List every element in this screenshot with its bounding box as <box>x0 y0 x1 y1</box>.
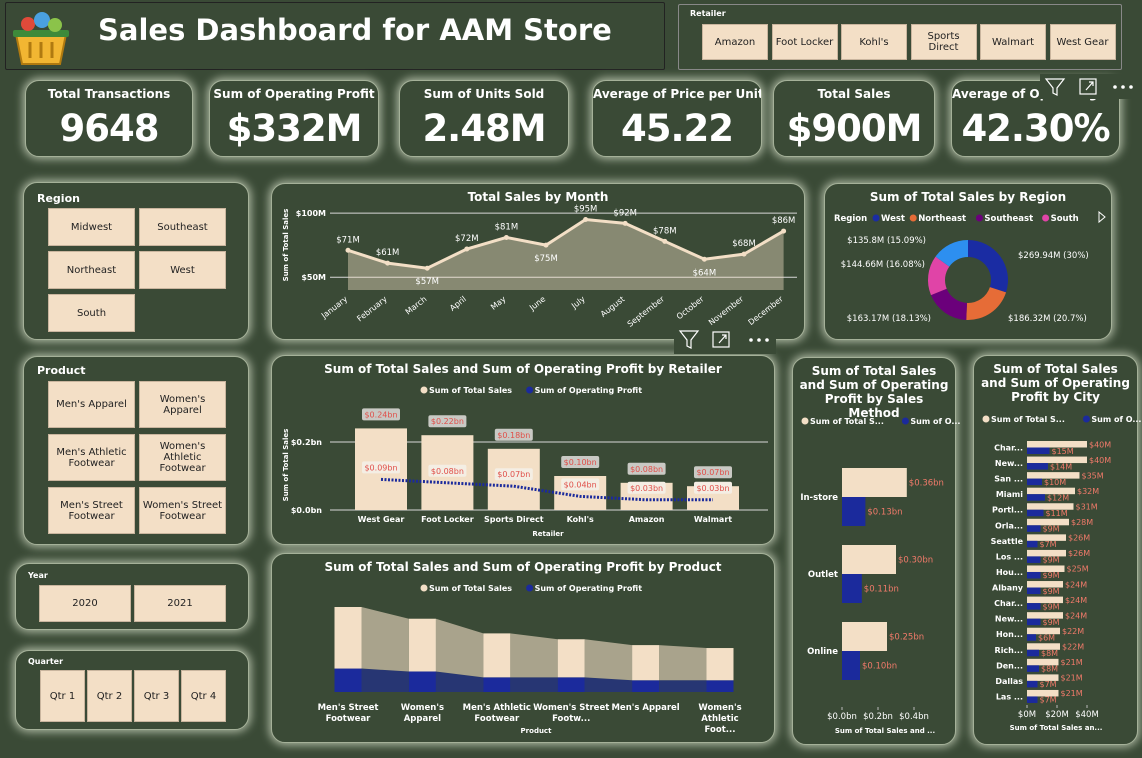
slicer-button[interactable]: Midwest <box>48 208 135 246</box>
kpi-label: Average of Price per Unit <box>593 87 761 101</box>
slicer-button[interactable]: Men's Athletic Footwear <box>48 434 135 481</box>
slicer-button[interactable]: Men's Apparel <box>48 381 135 428</box>
chart-title: Sum of Total Sales and Sum of Operating … <box>324 362 722 376</box>
slicer-button[interactable]: Foot Locker <box>771 24 838 60</box>
slicer-button[interactable]: Walmart <box>980 24 1046 60</box>
method-card: Sum of Total Sales and Sum of Operating … <box>792 357 956 745</box>
slicer-label: Quarter <box>28 657 64 666</box>
slicer-button[interactable]: West Gear <box>1049 24 1116 60</box>
slicer-button[interactable]: Women's Street Footwear <box>139 487 226 534</box>
kpi-card: Total Transactions 9648 <box>25 80 193 157</box>
header: Sales Dashboard for AAM Store <box>5 2 665 70</box>
slicer-button[interactable]: Qtr 1 <box>40 670 85 722</box>
slicer-button[interactable]: Men's Street Footwear <box>48 487 135 534</box>
kpi-value: 9648 <box>59 107 160 150</box>
dashboard-title: Sales Dashboard for AAM Store <box>98 13 612 47</box>
retailer-card: Sum of Total Sales and Sum of Operating … <box>271 355 775 545</box>
chart-title: Total Sales by Month <box>467 190 609 204</box>
slicer-button[interactable]: South <box>48 294 135 332</box>
slicer-button[interactable]: Northeast <box>48 251 135 289</box>
kpi-label: Average of Operating Profit <box>952 87 1119 101</box>
kpi-value: 45.22 <box>620 107 734 150</box>
kpi-value: 42.30% <box>961 107 1110 150</box>
kpi-card: Average of Operating Profit 42.30% <box>951 80 1120 157</box>
slicer-button[interactable]: Women's Athletic Footwear <box>139 434 226 481</box>
slicer-button[interactable]: Southeast <box>139 208 226 246</box>
slicer-button[interactable]: West <box>139 251 226 289</box>
chart-title: Sum of Total Sales and Sum of Operating … <box>324 560 722 574</box>
kpi-label: Total Sales <box>817 87 891 101</box>
slicer-label: Year <box>28 571 48 580</box>
donut-card: Sum of Total Sales by Region <box>824 183 1112 340</box>
kpi-label: Total Transactions <box>47 87 171 101</box>
kpi-card: Average of Price per Unit 45.22 <box>592 80 762 157</box>
slicer-button[interactable]: Women's Apparel <box>139 381 226 428</box>
kpi-value: $332M <box>226 107 363 150</box>
kpi-label: Sum of Operating Profit <box>213 87 375 101</box>
kpi-card: Sum of Units Sold 2.48M <box>399 80 569 157</box>
slicer-label: Product <box>37 364 86 377</box>
kpi-value: 2.48M <box>422 107 546 150</box>
slicer-label: Region <box>37 192 80 205</box>
line-card: Total Sales by Month <box>271 183 805 340</box>
slicer-button[interactable]: Qtr 4 <box>181 670 226 722</box>
kpi-card: Total Sales $900M <box>773 80 935 157</box>
kpi-card: Sum of Operating Profit $332M <box>209 80 379 157</box>
slicer-button[interactable]: Kohl's <box>841 24 907 60</box>
slicer-button[interactable]: Sports Direct <box>910 24 977 60</box>
product-card: Sum of Total Sales and Sum of Operating … <box>271 553 775 743</box>
chart-title: Sum of Total Sales and Sum of Operating … <box>981 362 1130 404</box>
kpi-value: $900M <box>786 107 923 150</box>
slicer-label: Retailer <box>690 9 726 18</box>
slicer-button[interactable]: Qtr 3 <box>134 670 179 722</box>
slicer-button[interactable]: Qtr 2 <box>87 670 132 722</box>
chart-title: Sum of Total Sales and Sum of Operating … <box>799 364 949 420</box>
kpi-label: Sum of Units Sold <box>423 87 545 101</box>
slicer-button[interactable]: 2021 <box>134 585 226 622</box>
slicer-button[interactable]: 2020 <box>39 585 131 622</box>
chart-title: Sum of Total Sales by Region <box>869 190 1067 204</box>
slicer-button[interactable]: Amazon <box>702 24 768 60</box>
city-card: Sum of Total Sales and Sum of Operating … <box>973 355 1138 745</box>
